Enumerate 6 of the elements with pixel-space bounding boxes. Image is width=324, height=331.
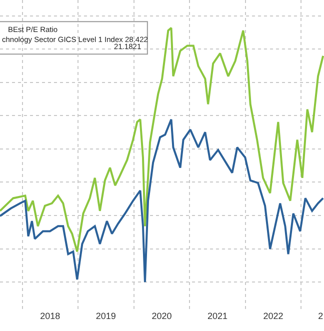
x-tick-label: 2018 bbox=[40, 311, 60, 321]
x-tick-label: 2020 bbox=[152, 311, 172, 321]
x-tick-label: 2021 bbox=[208, 311, 228, 321]
x-tick-label: 2 bbox=[318, 311, 324, 321]
x-tick-label: 2022 bbox=[263, 311, 284, 321]
x-tick-label: 2019 bbox=[96, 311, 116, 321]
